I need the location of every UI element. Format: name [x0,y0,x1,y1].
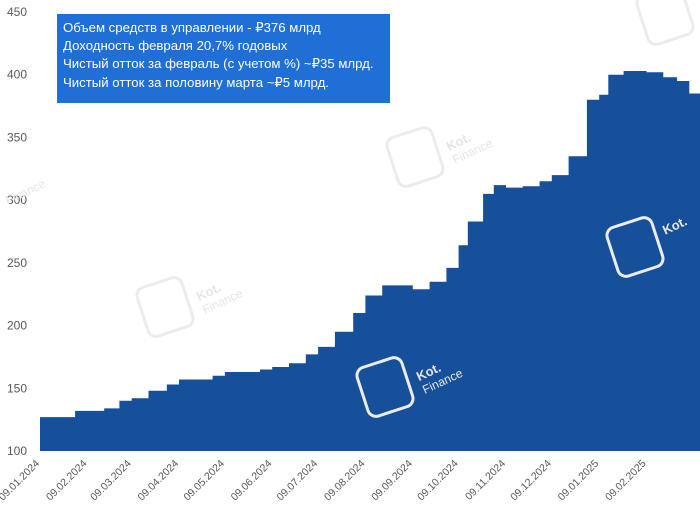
annotation-line-aum: Объем средств в управлении - ₽376 млрд [63,20,321,35]
x-tick-label: 09.01.2025 [556,458,602,504]
x-tick-label: 09.01.2024 [0,458,42,504]
x-tick-label: 09.02.2024 [44,458,90,504]
x-tick-label: 09.06.2024 [229,458,275,504]
y-tick-label: 350 [7,130,27,144]
annotation-line-outflow-feb: Чистый отток за февраль (с учетом %) ~₽3… [63,56,374,72]
y-tick-label: 450 [7,5,27,19]
x-tick-label: 09.07.2024 [275,458,321,504]
area-series [40,71,700,451]
annotation-box: Объем средств в управлении - ₽376 млрд Д… [57,14,390,103]
y-tick-label: 300 [7,193,27,207]
x-tick-label: 09.03.2024 [88,458,134,504]
annotation-line-outflow-mar: Чистый отток за половину марта ~₽5 млрд. [63,74,329,90]
y-tick-label: 200 [7,319,27,333]
x-tick-label: 09.08.2024 [322,458,368,504]
area-fill [40,71,700,451]
x-tick-label: 09.11.2024 [463,458,508,503]
x-tick-label: 09.09.2024 [369,458,415,504]
y-tick-label: 400 [7,68,27,82]
x-tick-label: 09.12.2024 [508,458,554,504]
x-tick-label: 09.04.2024 [135,458,181,504]
y-tick-label: 150 [7,381,27,395]
x-tick-label: 09.10.2024 [415,458,461,504]
annotation-line-yield: Доходность февраля 20,7% годовых [63,38,288,54]
y-tick-label: 250 [7,256,27,270]
y-tick-label: 100 [7,444,27,458]
y-axis: 100 150 200 250 300 350 400 450 [7,5,27,458]
x-tick-label: 09.05.2024 [181,458,227,504]
x-tick-label: 09.02.2025 [603,458,649,504]
